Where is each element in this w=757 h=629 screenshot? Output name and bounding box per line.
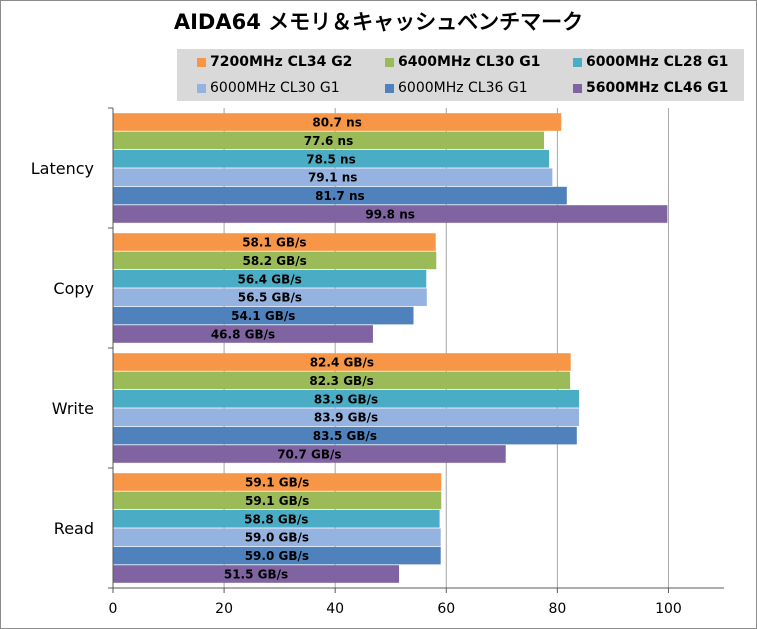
category-label-write: Write (52, 399, 94, 418)
bar-read-1 (113, 473, 442, 491)
legend-swatch-3 (573, 57, 582, 67)
x-tick-label-100: 100 (655, 601, 682, 617)
chart-title: AIDA64 メモリ＆キャッシュベンチマーク (173, 10, 584, 34)
legend-swatch-1 (197, 57, 206, 67)
data-label-write-3: 83.9 GB/s (314, 392, 378, 406)
bar-latency-4 (113, 168, 553, 186)
bar-read-2 (113, 491, 442, 510)
bar-read-3 (113, 510, 440, 528)
data-label-latency-3: 78.5 ns (306, 152, 355, 166)
data-label-read-6: 51.5 GB/s (224, 568, 288, 582)
data-label-latency-4: 79.1 ns (308, 171, 357, 185)
legend-swatch-4 (197, 83, 206, 93)
data-label-write-5: 83.5 GB/s (313, 429, 377, 443)
bar-write-4 (113, 408, 580, 426)
legend-swatch-5 (385, 83, 394, 93)
legend-item-3: 6000MHz CL28 G1 (573, 52, 728, 72)
data-label-copy-5: 54.1 GB/s (231, 309, 295, 323)
data-label-read-5: 59.0 GB/s (245, 549, 309, 563)
bar-read-5 (113, 546, 441, 565)
legend: 7200MHz CL34 G2 6400MHz CL30 G1 6000MHz … (177, 49, 744, 101)
legend-label-4: 6000MHz CL30 G1 (210, 80, 340, 96)
bar-write-3 (113, 390, 580, 408)
bar-copy-2 (113, 251, 437, 270)
legend-item-6: 5600MHz CL46 G1 (573, 78, 728, 98)
legend-label-1: 7200MHz CL34 G2 (210, 54, 353, 70)
bar-write-6 (113, 445, 506, 463)
data-label-copy-4: 56.5 GB/s (238, 291, 302, 305)
data-label-read-3: 58.8 GB/s (244, 512, 308, 526)
bar-read-6 (113, 565, 400, 583)
data-label-copy-2: 58.2 GB/s (242, 254, 306, 268)
bar-copy-6 (113, 325, 373, 343)
data-label-read-4: 59.0 GB/s (245, 531, 309, 545)
legend-swatch-6 (573, 83, 582, 93)
x-tick-label-60: 60 (437, 601, 455, 617)
category-label-latency: Latency (31, 159, 94, 178)
legend-item-1: 7200MHz CL34 G2 (197, 52, 352, 72)
bar-copy-1 (113, 233, 436, 251)
bar-latency-2 (113, 131, 545, 150)
data-label-write-4: 83.9 GB/s (314, 411, 378, 425)
bar-read-4 (113, 528, 441, 546)
data-label-read-2: 59.1 GB/s (245, 494, 309, 508)
x-tick-label-40: 40 (326, 601, 344, 617)
bar-write-5 (113, 426, 577, 445)
legend-label-6: 5600MHz CL46 G1 (586, 80, 729, 96)
legend-label-5: 6000MHz CL36 G1 (398, 80, 528, 96)
data-label-copy-1: 58.1 GB/s (242, 236, 306, 250)
data-label-write-1: 82.4 GB/s (310, 356, 374, 370)
data-label-copy-3: 56.4 GB/s (237, 272, 301, 286)
data-label-copy-6: 46.8 GB/s (211, 328, 275, 342)
bar-latency-6 (113, 205, 668, 223)
legend-item-5: 6000MHz CL36 G1 (385, 78, 528, 98)
data-label-latency-5: 81.7 ns (315, 189, 364, 203)
bar-copy-4 (113, 288, 427, 306)
legend-item-4: 6000MHz CL30 G1 (197, 78, 340, 98)
x-tick-label-20: 20 (215, 601, 233, 617)
bar-copy-5 (113, 306, 414, 325)
data-label-write-2: 82.3 GB/s (309, 374, 373, 388)
data-label-latency-6: 99.8 ns (365, 208, 414, 222)
bar-latency-5 (113, 186, 567, 205)
bar-write-2 (113, 371, 571, 390)
data-label-write-6: 70.7 GB/s (277, 448, 341, 462)
legend-label-3: 6000MHz CL28 G1 (586, 54, 729, 70)
bar-write-1 (113, 353, 571, 371)
bar-copy-3 (113, 270, 427, 288)
bar-latency-3 (113, 150, 550, 168)
x-tick-label-80: 80 (548, 601, 566, 617)
category-label-copy: Copy (53, 279, 94, 298)
data-label-latency-1: 80.7 ns (312, 116, 361, 130)
category-label-read: Read (54, 519, 94, 538)
legend-swatch-2 (385, 57, 394, 67)
bar-latency-1 (113, 113, 562, 131)
x-tick-label-0: 0 (109, 601, 118, 617)
data-label-latency-2: 77.6 ns (304, 134, 353, 148)
legend-item-2: 6400MHz CL30 G1 (385, 52, 540, 72)
data-label-read-1: 59.1 GB/s (245, 476, 309, 490)
legend-label-2: 6400MHz CL30 G1 (398, 54, 541, 70)
